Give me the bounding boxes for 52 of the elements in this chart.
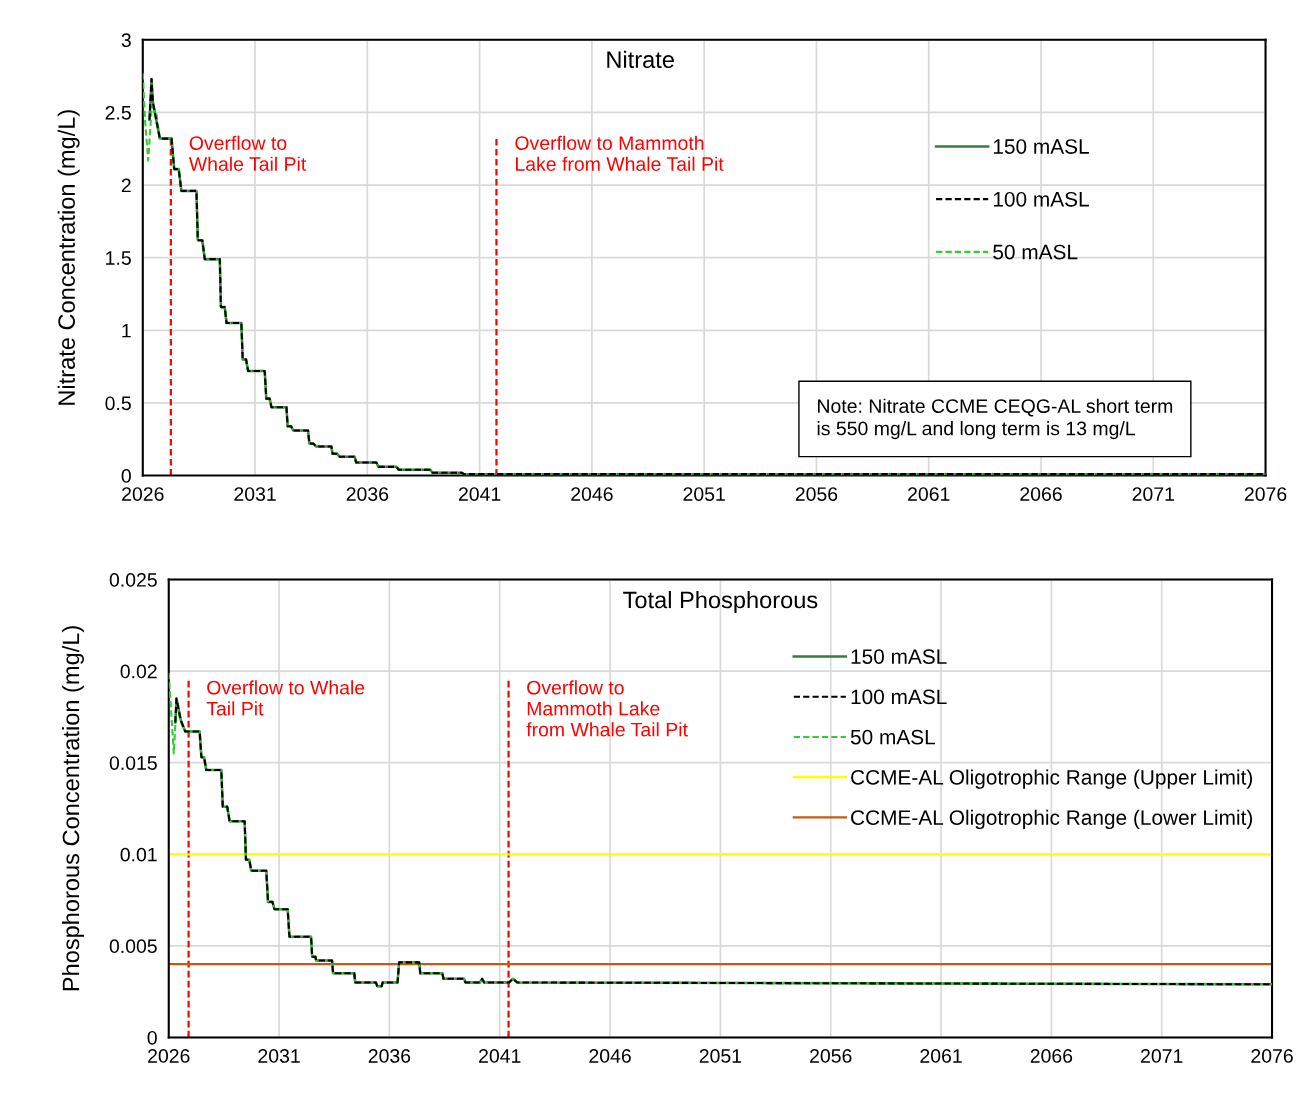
x-tick-label: 2051 [699, 1049, 742, 1063]
x-tick-label: 2061 [908, 487, 950, 501]
ref-line-label: Overflow to Whale Tail Pit [206, 680, 365, 716]
y-tick-label: 0.015 [109, 756, 157, 770]
x-tick-label: 2036 [346, 487, 389, 501]
y-tick-label: 0 [121, 469, 131, 483]
ref-line-label: Overflow to Mammoth Lake from Whale Tail Pit [515, 135, 724, 171]
legend-label: 50 mASL [850, 729, 936, 745]
x-tick-label: 2051 [683, 487, 725, 501]
y-tick-label: 2 [121, 178, 131, 193]
x-tick-label: 2071 [1141, 1049, 1183, 1063]
x-tick-label: 2036 [368, 1049, 411, 1063]
y-tick-label: 0.01 [120, 847, 157, 862]
y-tick-label: 0.5 [105, 396, 131, 411]
x-tick-label: 2066 [1030, 1049, 1073, 1063]
x-tick-label: 2031 [258, 1049, 300, 1063]
y-tick-label: 2.5 [105, 105, 131, 120]
x-tick-label: 2061 [920, 1049, 962, 1063]
x-tick-label: 2056 [810, 1049, 852, 1063]
legend-label: 150 mASL [851, 649, 947, 664]
ref-line-label: Overflow to Mammoth Lake from Whale Tail Pit [526, 680, 688, 737]
y-tick-label: 0.005 [109, 939, 157, 954]
y-tick-label: 0.025 [109, 573, 157, 587]
legend-label: CCME-AL Oligotrophic Range (Upper Limit) [851, 769, 1253, 789]
ref-line-label: Overflow to Whale Tail Pit [188, 135, 307, 171]
y-tick-label: 1 [122, 323, 131, 338]
chart-title: Nitrate [607, 50, 674, 69]
chart-title: Total Phosphorous [623, 590, 818, 613]
legend-label: CCME-AL Oligotrophic Range (Lower Limit) [851, 809, 1253, 830]
x-tick-label: 2076 [1251, 1049, 1293, 1063]
y-tick-label: 3 [121, 33, 131, 48]
y-axis-title: Phosphorous Concentration (mg/L) [61, 626, 84, 991]
x-tick-label: 2056 [795, 487, 838, 501]
x-tick-label: 2031 [234, 487, 276, 501]
x-tick-label: 2026 [148, 1049, 190, 1063]
x-tick-label: 2046 [589, 1049, 631, 1063]
y-tick-label: 0 [147, 1030, 157, 1045]
x-tick-label: 2046 [571, 487, 613, 501]
x-tick-label: 2026 [122, 487, 164, 501]
y-tick-label: 1.5 [106, 251, 131, 265]
x-tick-label: 2066 [1020, 487, 1062, 501]
x-tick-label: 2071 [1132, 487, 1174, 501]
annotation: Note: Nitrate CCME CEQG-AL short term is 550 mg/L and long term is 13 mg/L [817, 398, 1173, 440]
legend-label: 100 mASL [993, 191, 1089, 207]
y-axis-title: Nitrate Concentration (mg/L) [57, 110, 80, 405]
legend-label: 50 mASL [993, 244, 1078, 260]
y-tick-label: 0.02 [120, 664, 157, 679]
x-tick-label: 2041 [479, 1049, 521, 1063]
legend-label: 150 mASL [993, 139, 1089, 154]
legend-label: 100 mASL [851, 689, 947, 705]
x-tick-label: 2041 [458, 487, 501, 501]
x-tick-label: 2076 [1244, 487, 1287, 501]
